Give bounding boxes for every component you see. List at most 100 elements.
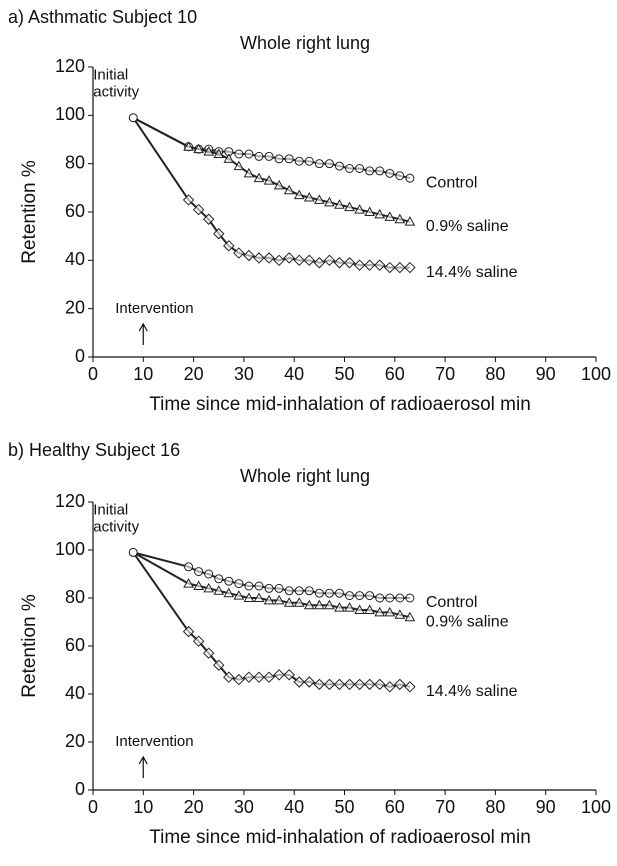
marker (202, 647, 215, 659)
marker (394, 261, 406, 274)
x-tick-label: 60 (385, 364, 405, 384)
marker (213, 228, 225, 240)
x-tick-label: 30 (234, 364, 254, 384)
x-tick-label: 50 (334, 364, 354, 384)
marker (254, 581, 264, 591)
marker (384, 681, 396, 693)
marker (363, 259, 376, 271)
marker (374, 678, 386, 691)
marker (304, 586, 314, 596)
marker (384, 211, 396, 221)
annotation: Intervention (115, 300, 193, 317)
marker (263, 594, 275, 605)
marker (404, 611, 416, 622)
marker (314, 588, 324, 598)
x-tick-label: 10 (133, 797, 153, 817)
marker (274, 583, 284, 593)
marker (244, 149, 254, 159)
marker (313, 194, 325, 204)
initial-segment (132, 551, 190, 585)
annotation: Initial (93, 501, 128, 518)
marker (405, 593, 415, 603)
x-tick-label: 20 (184, 797, 204, 817)
marker (375, 593, 385, 603)
initial-segment (132, 117, 190, 201)
x-tick-label: 90 (536, 364, 556, 384)
y-tick-label: 80 (65, 152, 85, 172)
marker (334, 199, 345, 209)
subtitle: Whole right lung (240, 33, 370, 53)
annotation: Initial (93, 67, 128, 84)
panel-title: b) Healthy Subject 16 (8, 440, 180, 460)
marker (384, 261, 396, 274)
marker (204, 569, 214, 579)
marker (304, 156, 314, 166)
marker (223, 587, 235, 598)
marker (343, 678, 356, 691)
annotation: activity (93, 84, 139, 101)
marker (364, 604, 376, 614)
subtitle: Whole right lung (240, 466, 370, 486)
marker (313, 257, 326, 269)
marker (354, 604, 365, 614)
y-tick-label: 120 (55, 56, 85, 76)
y-tick-label: 0 (75, 346, 85, 366)
marker (223, 671, 235, 683)
marker (303, 599, 315, 610)
marker (395, 593, 405, 603)
marker (303, 254, 315, 267)
y-tick-label: 60 (65, 635, 85, 655)
marker (233, 673, 245, 686)
marker (264, 583, 274, 593)
marker (374, 606, 386, 617)
marker (233, 247, 245, 259)
marker (283, 184, 295, 195)
marker (223, 240, 235, 252)
marker (293, 676, 305, 688)
marker (404, 216, 416, 226)
series-label: Control (426, 594, 478, 611)
y-tick-label: 80 (65, 587, 85, 607)
marker (243, 167, 255, 178)
marker (365, 591, 375, 601)
marker (345, 591, 355, 601)
marker (334, 161, 344, 171)
marker (243, 671, 255, 683)
marker (313, 678, 326, 691)
marker (344, 602, 355, 612)
initial-segment (132, 551, 190, 633)
series-label: 0.9% saline (426, 218, 509, 235)
marker (183, 141, 194, 151)
x-tick-label: 60 (385, 797, 405, 817)
initial-segment (132, 551, 189, 568)
marker (333, 678, 346, 691)
y-tick-label: 20 (65, 297, 85, 317)
intervention-arrow (138, 755, 148, 778)
marker (182, 625, 195, 638)
marker (253, 172, 265, 183)
marker (244, 581, 254, 591)
y-tick-label: 20 (65, 731, 85, 751)
marker (314, 159, 324, 169)
marker (293, 254, 305, 267)
intervention-arrow (138, 322, 148, 345)
marker (253, 592, 265, 602)
marker (324, 159, 334, 169)
annotation: activity (93, 518, 139, 535)
marker (365, 166, 375, 176)
marker (264, 151, 274, 161)
marker (184, 562, 194, 572)
marker (234, 149, 244, 159)
marker (345, 164, 355, 173)
marker (394, 609, 406, 619)
marker (253, 252, 265, 264)
marker (355, 164, 365, 173)
panel-title: a) Asthmatic Subject 10 (8, 7, 197, 27)
y-tick-label: 40 (65, 249, 85, 269)
marker (324, 196, 335, 207)
marker (224, 576, 234, 586)
marker (375, 166, 385, 176)
initial-point (128, 113, 138, 123)
marker (374, 208, 386, 219)
marker (354, 204, 365, 214)
